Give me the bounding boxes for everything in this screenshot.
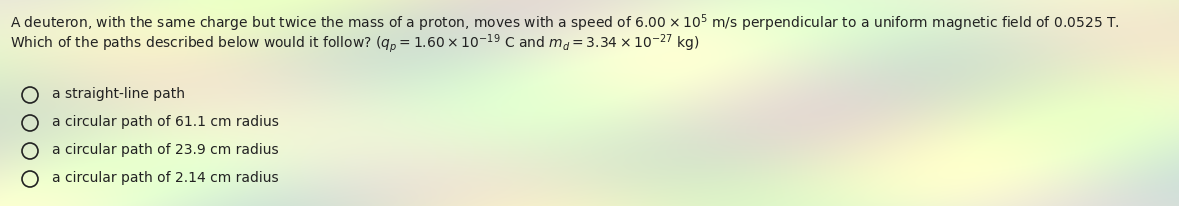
Text: a circular path of 23.9 cm radius: a circular path of 23.9 cm radius xyxy=(52,143,278,157)
Text: a straight-line path: a straight-line path xyxy=(52,87,185,101)
Text: Which of the paths described below would it follow? ($q_p = 1.60 \times 10^{-19}: Which of the paths described below would… xyxy=(9,32,700,55)
Text: a circular path of 2.14 cm radius: a circular path of 2.14 cm radius xyxy=(52,171,278,185)
Text: A deuteron, with the same charge but twice the mass of a proton, moves with a sp: A deuteron, with the same charge but twi… xyxy=(9,12,1120,34)
Text: a circular path of 61.1 cm radius: a circular path of 61.1 cm radius xyxy=(52,115,279,129)
